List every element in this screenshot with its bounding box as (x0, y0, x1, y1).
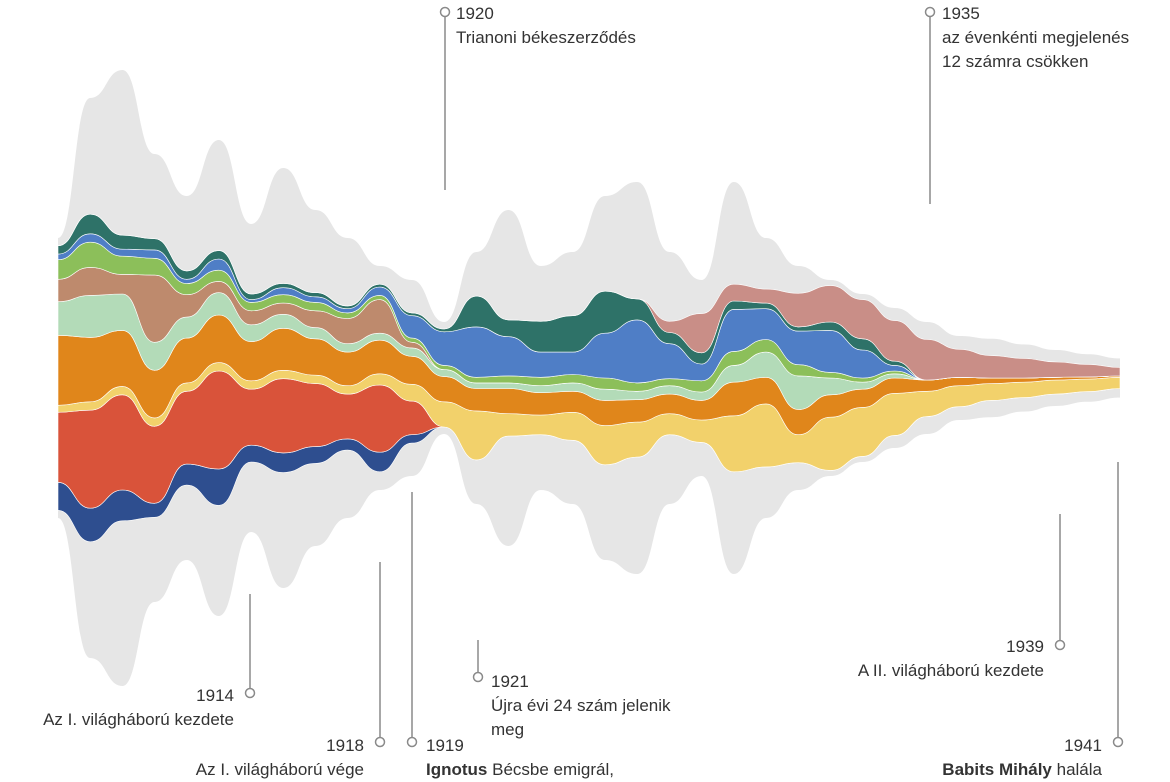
stream-series-10 (57, 213, 1121, 381)
annotation-1921: 1921 Újra évi 24 szám jelenik meg (491, 670, 671, 742)
annotation-1918: 1918 Az I. világháború vége (196, 734, 364, 782)
annotation-year: 1914 (196, 686, 234, 705)
annotation-year: 1939 (1006, 637, 1044, 656)
leader-1935 (924, 6, 936, 204)
leader-1920 (439, 6, 451, 190)
leader-1921 (472, 640, 484, 683)
annotation-text: halála (1051, 760, 1102, 779)
annotation-text: A II. világháború kezdete (857, 661, 1044, 680)
annotation-text: Az I. világháború vége (195, 760, 364, 779)
annotation-bold: Ignotus (426, 760, 488, 779)
annotation-text: az évenkénti megjelenés (942, 28, 1130, 47)
annotation-1920: 1920 Trianoni békeszerződés (456, 2, 636, 50)
annotation-text: Az I. világháború kezdete (43, 710, 234, 729)
leader-1918 (374, 562, 386, 748)
annotation-text: 12 számra csökken (942, 52, 1089, 71)
annotation-text: Bécsbe emigrál, (487, 760, 615, 779)
annotation-1914: 1914 Az I. világháború kezdete (43, 684, 234, 732)
annotation-1935: 1935 az évenkénti megjelenés 12 számra c… (942, 2, 1129, 74)
annotation-bold: Babits Mihály (942, 760, 1052, 779)
leader-1939 (1054, 514, 1066, 651)
annotation-1919: 1919 Ignotus Bécsbe emigrál, (426, 734, 614, 782)
annotation-1939: 1939 A II. világháború kezdete (858, 635, 1044, 683)
leader-1919 (406, 492, 418, 748)
annotation-1941: 1941 Babits Mihály halála (942, 734, 1102, 782)
annotation-text: Újra évi 24 szám jelenik (491, 696, 671, 715)
leader-1941 (1112, 462, 1124, 748)
annotation-year: 1919 (426, 736, 464, 755)
annotation-year: 1921 (491, 672, 529, 691)
annotation-text: meg (491, 720, 525, 739)
annotation-year: 1918 (326, 736, 364, 755)
annotation-year: 1935 (942, 4, 980, 23)
leader-1914 (244, 594, 256, 699)
annotation-text: Trianoni békeszerződés (456, 28, 636, 47)
annotation-year: 1941 (1064, 736, 1102, 755)
annotation-year: 1920 (456, 4, 494, 23)
